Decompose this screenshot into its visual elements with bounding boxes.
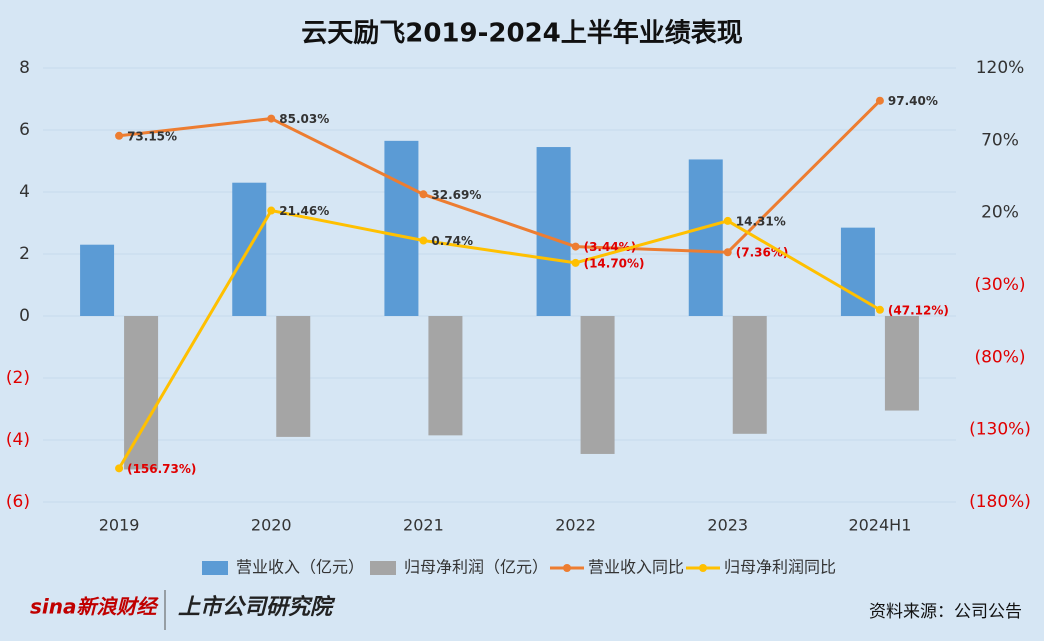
bar — [840, 227, 875, 316]
point — [267, 114, 276, 123]
bar — [428, 316, 463, 436]
x-tick-label: 2020 — [251, 516, 292, 535]
value-label: 73.15% — [127, 129, 177, 143]
value-label: 32.69% — [431, 188, 481, 202]
y-tick-label: (4) — [6, 430, 30, 450]
value-label: 97.40% — [888, 94, 938, 108]
point — [419, 190, 428, 199]
y-tick-label: 8 — [19, 58, 30, 78]
legend-swatch — [370, 561, 396, 575]
legend-label: 营业收入同比 — [588, 558, 684, 577]
y2-tick-label: (30%) — [974, 275, 1025, 295]
x-tick-label: 2019 — [99, 516, 140, 535]
x-tick-label: 2023 — [707, 516, 748, 535]
y2-tick-label: 120% — [976, 58, 1025, 78]
value-label: (156.73%) — [127, 462, 196, 476]
bar — [384, 140, 419, 316]
point — [115, 131, 124, 140]
chart-title: 云天励飞2019-2024上半年业绩表现 — [301, 18, 743, 49]
y-tick-label: 2 — [19, 244, 30, 264]
legend-swatch — [202, 561, 228, 575]
point — [419, 236, 428, 245]
bar — [536, 147, 571, 316]
point — [723, 216, 732, 225]
y2-tick-label: 70% — [981, 130, 1019, 150]
line — [117, 208, 881, 470]
bar — [732, 316, 767, 434]
bar — [124, 316, 159, 470]
value-label: 85.03% — [279, 112, 329, 126]
x-tick-label: 2024H1 — [848, 516, 911, 535]
legend-swatch — [699, 564, 707, 572]
line — [118, 99, 881, 254]
y-tick-label: (6) — [6, 492, 30, 512]
value-label: 0.74% — [431, 234, 473, 248]
x-tick-label: 2021 — [403, 516, 444, 535]
point — [571, 258, 580, 267]
x-tick-label: 2022 — [555, 516, 596, 535]
legend-swatch — [563, 564, 571, 572]
point — [571, 242, 580, 251]
legend-label: 营业收入（亿元） — [236, 558, 364, 577]
bar — [80, 244, 115, 316]
value-label: (47.12%) — [888, 303, 949, 317]
point — [267, 206, 276, 215]
y2-tick-label: (130%) — [969, 420, 1031, 440]
logo: sina新浪财经 — [30, 595, 159, 619]
legend-label: 归母净利润同比 — [724, 558, 836, 577]
bar — [884, 316, 919, 411]
bar — [688, 159, 723, 316]
legend-label: 归母净利润（亿元） — [404, 558, 548, 577]
y-tick-label: 6 — [19, 120, 30, 140]
y-tick-label: 0 — [19, 306, 30, 326]
point — [723, 248, 732, 257]
bar — [276, 316, 311, 437]
y2-tick-label: 20% — [981, 203, 1019, 223]
y-tick-label: (2) — [6, 368, 30, 388]
logo: 上市公司研究院 — [178, 594, 336, 620]
value-label: 14.31% — [736, 214, 786, 228]
value-label: (14.70%) — [584, 256, 645, 270]
y2-tick-label: (80%) — [974, 347, 1025, 367]
point — [875, 305, 884, 314]
point — [115, 464, 124, 473]
y2-tick-label: (180%) — [969, 492, 1031, 512]
bar — [580, 316, 615, 454]
value-label: 21.46% — [279, 204, 329, 218]
y-tick-label: 4 — [19, 182, 30, 202]
source: 资料来源：公司公告 — [869, 602, 1022, 622]
point — [875, 96, 884, 105]
